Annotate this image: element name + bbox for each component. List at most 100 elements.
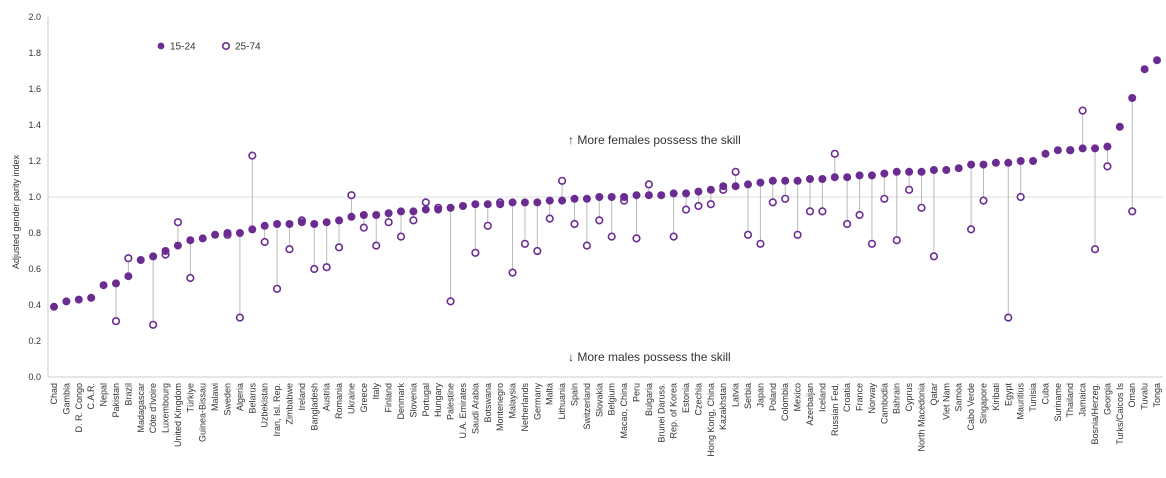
point-25-74	[372, 241, 381, 250]
point-25-74	[545, 214, 554, 223]
category-label: Kazakhstan	[718, 383, 728, 430]
point-25-74	[595, 216, 604, 225]
point-15-24	[124, 272, 133, 281]
point-15-24	[1016, 157, 1025, 165]
legend: 15-24 25-74	[157, 42, 261, 53]
category-label: Poland	[768, 383, 778, 411]
category-label: North Macedonia	[917, 383, 927, 452]
point-25-74	[855, 210, 864, 220]
point-15-24	[991, 158, 1000, 167]
category-label: Finland	[384, 383, 394, 413]
category-label: Norway	[867, 383, 877, 414]
category-label: Ukraine	[346, 383, 356, 414]
y-axis-title: Adjusted gender parity index	[11, 154, 21, 269]
category-label: Côte d'Ivoire	[148, 383, 158, 433]
y-tick-label: 2.0	[28, 12, 41, 22]
point-15-24	[434, 205, 443, 214]
point-15-24	[954, 164, 963, 173]
category-label: Peru	[631, 383, 641, 402]
point-15-24	[1078, 144, 1087, 153]
point-15-24	[905, 167, 914, 176]
category-label: Latvia	[731, 383, 741, 407]
point-25-74	[917, 203, 926, 212]
category-labels: Chad Gambia D. R. Congo C.A.R. Nepal Pakistan…	[49, 383, 1162, 457]
category-label: Montenegro	[495, 383, 505, 431]
point-25-74	[124, 254, 133, 263]
point-25-74	[533, 246, 542, 256]
point-25-74	[570, 219, 579, 229]
category-label: D. R. Congo	[74, 383, 84, 433]
category-label: Lithuania	[557, 383, 567, 420]
point-25-74	[892, 236, 901, 245]
point-15-24	[149, 252, 158, 261]
category-label: Hungary	[433, 383, 443, 418]
y-tick-label: 0.6	[28, 264, 41, 274]
category-label: Cambodia	[879, 383, 889, 424]
category-label: Tuvalu	[1140, 383, 1150, 410]
point-25-74	[793, 230, 802, 239]
point-25-74	[979, 196, 988, 205]
point-15-24	[1053, 146, 1062, 155]
point-15-24	[694, 187, 703, 196]
point-15-24	[657, 191, 666, 200]
point-15-24	[520, 198, 529, 207]
point-15-24	[607, 193, 616, 201]
point-25-74	[272, 284, 282, 293]
point-25-74	[669, 232, 678, 241]
category-label: Tunisia	[1028, 383, 1038, 412]
category-label: Czechia	[693, 383, 703, 416]
point-15-24	[545, 196, 554, 205]
point-25-74	[186, 273, 195, 283]
point-15-24	[917, 167, 926, 176]
point-15-24	[372, 211, 381, 219]
point-15-24	[1103, 142, 1112, 151]
category-label: Bosnia/Herzeg.	[1090, 383, 1100, 445]
category-label: Madagascar	[136, 383, 146, 433]
category-label: Singapore	[978, 383, 988, 424]
category-label: Austria	[322, 383, 332, 411]
y-axis: 0.0 0.2 0.4 0.6 0.8 1.0 1.2 1.4 1.6 1.8 2.0	[28, 12, 1163, 382]
point-15-24	[1041, 149, 1050, 158]
point-15-24	[384, 209, 393, 218]
annotation-lower: ↓ More males possess the skill	[568, 350, 731, 364]
point-15-24	[805, 175, 814, 183]
category-label: C.A.R.	[86, 383, 96, 410]
point-15-24	[1153, 56, 1161, 65]
category-label: Belarus	[247, 383, 257, 414]
legend-marker-15-24	[157, 42, 165, 50]
category-label: France	[855, 383, 865, 411]
category-label: Cuba	[1040, 383, 1050, 405]
point-15-24	[644, 191, 653, 200]
point-25-74	[359, 223, 368, 232]
category-label: Serbia	[743, 383, 753, 409]
point-15-24	[211, 230, 220, 239]
point-15-24	[186, 236, 195, 245]
category-label: Bahrain	[892, 383, 902, 414]
category-label: Kiribati	[991, 383, 1001, 411]
category-label: Japan	[755, 383, 765, 408]
point-15-24	[446, 203, 455, 212]
category-label: Luxembourg	[161, 383, 171, 433]
category-label: Brunei Daruss.	[656, 383, 666, 443]
category-label: Slovakia	[594, 383, 604, 417]
category-label: Mexico	[793, 383, 803, 412]
point-15-24	[595, 193, 604, 201]
point-25-74	[706, 200, 715, 209]
point-25-74	[818, 207, 827, 216]
point-25-74	[843, 219, 852, 229]
y-tick-label: 1.0	[28, 192, 41, 202]
point-25-74	[260, 237, 269, 247]
point-15-24	[458, 202, 467, 210]
point-25-74	[929, 252, 939, 261]
point-15-24	[1140, 65, 1149, 74]
point-15-24	[632, 191, 641, 200]
category-label: Russian Fed.	[830, 383, 840, 436]
legend-label-25-74: 25-74	[235, 42, 261, 53]
point-15-24	[582, 194, 591, 203]
point-15-24	[297, 218, 306, 227]
category-label: Brazil	[123, 383, 133, 406]
point-25-74	[384, 218, 393, 227]
point-15-24	[942, 166, 951, 174]
point-15-24	[793, 176, 802, 185]
category-label: Samoa	[954, 383, 964, 412]
